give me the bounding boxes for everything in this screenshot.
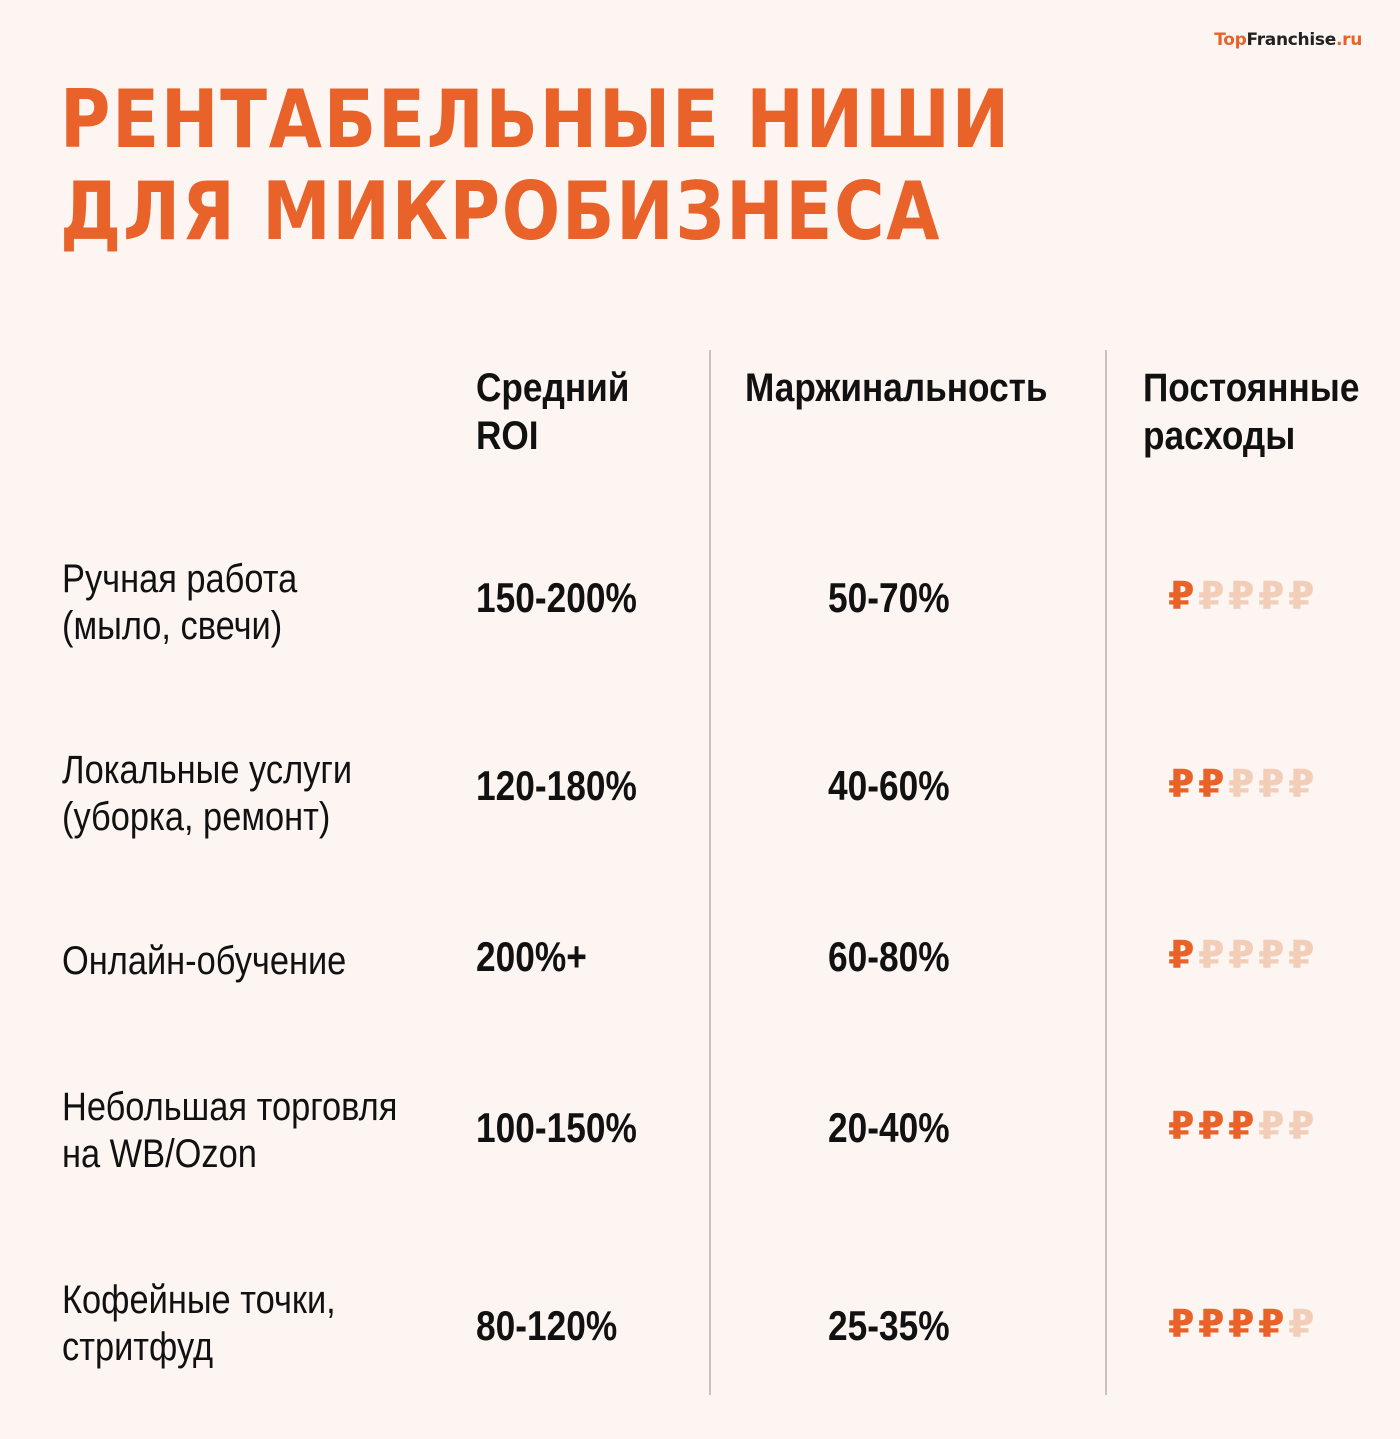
ruble-icon: ₽ — [1228, 1104, 1255, 1148]
roi-value: 150-200% — [476, 574, 637, 621]
title-line-2: ДЛЯ МИКРОБИЗНЕСА — [60, 165, 942, 258]
page-title: РЕНТАБЕЛЬНЫЕ НИШИ ДЛЯ МИКРОБИЗНЕСА — [60, 74, 1011, 258]
ruble-icon: ₽ — [1258, 1302, 1285, 1346]
ruble-icon: ₽ — [1198, 762, 1225, 806]
row-label-line2: (уборка, ремонт) — [62, 795, 331, 839]
ruble-icon: ₽ — [1288, 762, 1315, 806]
ruble-icon: ₽ — [1198, 1302, 1225, 1346]
ruble-icon: ₽ — [1288, 1302, 1315, 1346]
brand-part-franchise: Franchise — [1246, 30, 1337, 50]
row-label: Кофейные точки, стритфуд — [62, 1277, 336, 1371]
header-roi-line1: Средний — [476, 366, 630, 410]
row-label-line1: Ручная работа — [62, 557, 298, 601]
row-label-line2: (мыло, свечи) — [62, 604, 283, 648]
row-label: Ручная работа (мыло, свечи) — [62, 556, 297, 650]
cost-rating: ₽ ₽ ₽ ₽ ₽ — [1168, 576, 1314, 616]
margin-value: 50-70% — [828, 574, 950, 621]
margin-value: 60-80% — [828, 933, 950, 980]
margin-value: 25-35% — [828, 1302, 950, 1349]
ruble-icon: ₽ — [1258, 1104, 1285, 1148]
cost-rating: ₽ ₽ ₽ ₽ ₽ — [1168, 1304, 1314, 1344]
ruble-icon: ₽ — [1228, 1302, 1255, 1346]
ruble-icon: ₽ — [1288, 1104, 1315, 1148]
brand-part-domain: .ru — [1335, 30, 1362, 50]
roi-value: 120-180% — [476, 762, 637, 809]
header-costs-line1: Постоянные — [1143, 366, 1360, 410]
ruble-icon: ₽ — [1258, 762, 1285, 806]
header-roi: Средний ROI — [476, 364, 629, 460]
roi-value: 100-150% — [476, 1104, 637, 1151]
row-label: Онлайн-обучение — [62, 938, 346, 985]
row-label: Локальные услуги (уборка, ремонт) — [62, 747, 352, 841]
cost-rating: ₽ ₽ ₽ ₽ ₽ — [1168, 1106, 1314, 1146]
ruble-icon: ₽ — [1168, 933, 1195, 977]
ruble-icon: ₽ — [1198, 933, 1225, 977]
cost-rating: ₽ ₽ ₽ ₽ ₽ — [1168, 935, 1314, 975]
row-label-line2: стритфуд — [62, 1325, 214, 1369]
header-roi-line2: ROI — [476, 414, 539, 458]
brand-logo: TopFranchise.ru — [1214, 30, 1362, 50]
row-label-line1: Кофейные точки, — [62, 1278, 336, 1322]
header-margin: Маржинальность — [745, 364, 1048, 412]
ruble-icon: ₽ — [1228, 762, 1255, 806]
header-costs: Постоянные расходы — [1143, 364, 1359, 460]
roi-value: 80-120% — [476, 1302, 618, 1349]
cost-rating: ₽ ₽ ₽ ₽ ₽ — [1168, 764, 1314, 804]
ruble-icon: ₽ — [1228, 933, 1255, 977]
ruble-icon: ₽ — [1168, 574, 1195, 618]
column-divider-1 — [709, 350, 711, 1395]
ruble-icon: ₽ — [1258, 933, 1285, 977]
ruble-icon: ₽ — [1288, 574, 1315, 618]
row-label-line2: на WB/Ozon — [62, 1132, 257, 1176]
brand-part-top: Top — [1214, 30, 1247, 50]
header-margin-line1: Маржинальность — [745, 366, 1048, 410]
row-label-line1: Онлайн-обучение — [62, 939, 347, 983]
title-line-1: РЕНТАБЕЛЬНЫЕ НИШИ — [60, 73, 1011, 166]
row-label-line1: Локальные услуги — [62, 748, 353, 792]
header-costs-line2: расходы — [1143, 414, 1296, 458]
ruble-icon: ₽ — [1198, 1104, 1225, 1148]
column-divider-2 — [1105, 350, 1107, 1395]
margin-value: 40-60% — [828, 762, 950, 809]
ruble-icon: ₽ — [1258, 574, 1285, 618]
ruble-icon: ₽ — [1168, 1302, 1195, 1346]
ruble-icon: ₽ — [1168, 1104, 1195, 1148]
ruble-icon: ₽ — [1228, 574, 1255, 618]
row-label-line1: Небольшая торговля — [62, 1085, 398, 1129]
roi-value: 200%+ — [476, 933, 587, 980]
row-label: Небольшая торговля на WB/Ozon — [62, 1084, 397, 1178]
margin-value: 20-40% — [828, 1104, 950, 1151]
ruble-icon: ₽ — [1168, 762, 1195, 806]
ruble-icon: ₽ — [1288, 933, 1315, 977]
ruble-icon: ₽ — [1198, 574, 1225, 618]
